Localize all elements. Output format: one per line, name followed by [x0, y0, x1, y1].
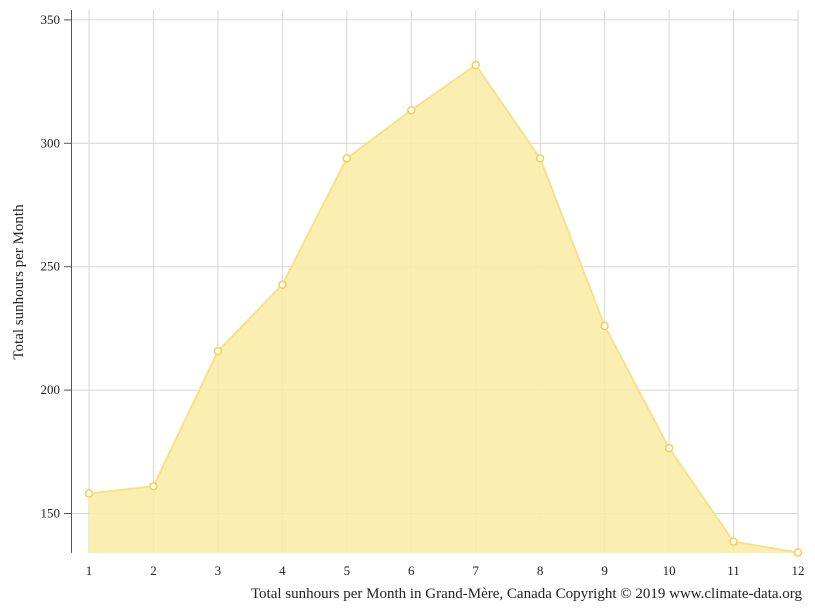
data-point: [729, 537, 738, 546]
data-point: [342, 154, 352, 163]
x-tick-label: 8: [537, 563, 544, 578]
data-point: [471, 60, 480, 70]
area-fill: [89, 65, 798, 553]
x-tick-label: 1: [86, 563, 93, 578]
y-tick-label: 300: [41, 135, 61, 150]
y-tick-label: 150: [41, 506, 61, 521]
x-tick-label: 7: [472, 563, 479, 578]
x-tick-label: 3: [215, 563, 222, 578]
x-tick-label: 2: [150, 563, 157, 578]
y-axis-label: Total sunhours per Month: [11, 204, 27, 360]
y-tick-label: 250: [41, 259, 61, 274]
data-point: [84, 489, 94, 498]
data-point: [535, 154, 545, 163]
data-point: [407, 105, 416, 115]
x-ticks: 1 2 3 4 5 6 7 8 9 10 11 12: [86, 563, 805, 578]
x-tick-label: 6: [408, 563, 415, 578]
data-point: [793, 548, 803, 557]
x-tick-label: 9: [601, 563, 608, 578]
data-point: [149, 482, 158, 491]
y-tick-label: 350: [41, 12, 61, 27]
x-tick-label: 11: [727, 563, 740, 578]
x-tick-label: 4: [279, 563, 286, 578]
markers: [84, 60, 803, 557]
x-tick-label: 12: [792, 563, 805, 578]
data-point: [213, 346, 223, 356]
data-point: [600, 321, 609, 331]
series-line: [88, 63, 799, 554]
data-point: [664, 443, 674, 453]
x-tick-label: 10: [663, 563, 676, 578]
y-tick-label: 200: [41, 382, 61, 397]
data-point: [278, 280, 287, 289]
y-ticks: 150 200 250 300 350: [41, 12, 71, 521]
chart-title: Total sunhours per Month in Grand-Mère, …: [251, 586, 803, 602]
x-tick-label: 5: [344, 563, 351, 578]
